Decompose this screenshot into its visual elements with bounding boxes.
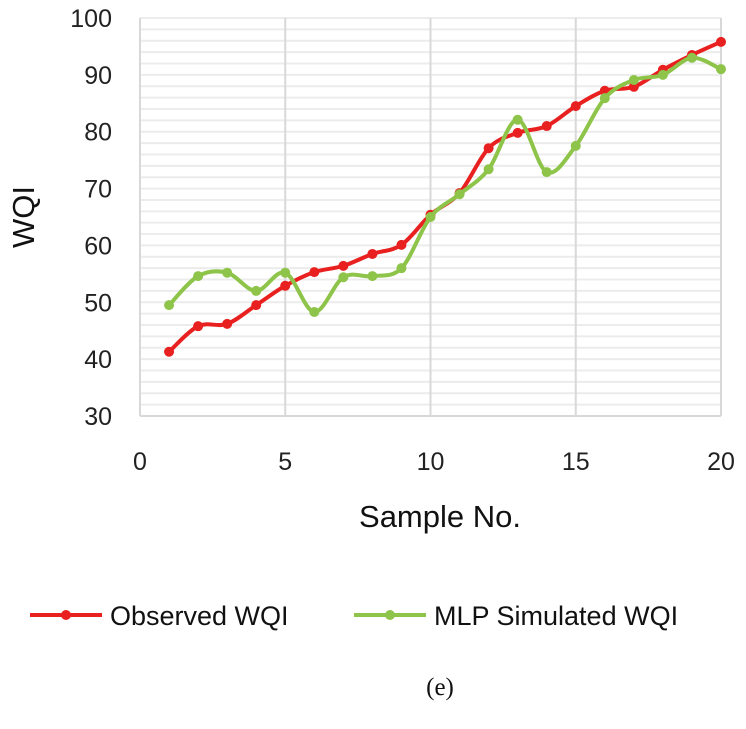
series-line	[167, 55, 722, 314]
data-point	[193, 321, 204, 332]
data-point	[512, 114, 523, 125]
legend-label-observed: Observed WQI	[110, 601, 289, 631]
data-point	[309, 267, 320, 278]
series-mlp-simulated	[164, 52, 726, 317]
data-point	[164, 346, 175, 357]
y-tick-label: 70	[84, 176, 112, 204]
legend-label-mlp: MLP Simulated WQI	[434, 601, 678, 631]
data-point	[396, 239, 407, 250]
y-axis-label: WQI	[6, 186, 41, 248]
legend-marker-observed	[61, 610, 71, 620]
data-point	[541, 121, 552, 132]
y-tick-label: 40	[84, 346, 112, 374]
data-point	[338, 260, 349, 271]
y-tick-label: 30	[84, 403, 112, 431]
data-point	[454, 189, 465, 200]
series-observed	[164, 36, 726, 357]
x-tick-label: 10	[417, 448, 445, 476]
data-point	[512, 127, 523, 138]
data-point	[570, 140, 581, 151]
data-point	[251, 300, 262, 311]
y-tick-label: 50	[84, 289, 112, 317]
data-point	[686, 52, 697, 63]
data-point	[280, 267, 291, 278]
x-tick-label: 15	[562, 448, 590, 476]
data-point	[367, 248, 378, 259]
legend-marker-mlp	[385, 610, 395, 620]
data-point	[193, 271, 204, 282]
data-point	[425, 212, 436, 222]
x-tick-label: 5	[278, 448, 292, 476]
data-point	[251, 285, 262, 296]
data-point	[541, 167, 552, 178]
grid	[139, 17, 722, 417]
data-point	[164, 300, 175, 311]
legend: Observed WQI MLP Simulated WQI	[30, 601, 678, 631]
data-point	[570, 101, 581, 112]
x-tick-label: 20	[707, 448, 735, 476]
y-tick-label: 80	[84, 119, 112, 147]
data-point	[338, 272, 349, 283]
data-point	[280, 280, 291, 291]
data-point	[483, 143, 494, 154]
data-point	[599, 93, 610, 104]
data-point	[716, 64, 726, 75]
x-ticks: 0 5 10 15 20	[133, 448, 735, 476]
figure-caption: (e)	[426, 674, 454, 701]
data-point	[483, 164, 494, 175]
data-point	[716, 36, 726, 47]
y-tick-label: 100	[70, 5, 112, 33]
y-tick-label: 90	[84, 62, 112, 90]
x-tick-label: 0	[133, 448, 147, 476]
data-point	[309, 306, 320, 317]
data-point	[628, 74, 639, 85]
data-point	[222, 267, 233, 278]
data-point	[657, 69, 668, 80]
data-point	[396, 263, 407, 274]
y-ticks: 30 40 50 60 70 80 90 100	[70, 5, 112, 431]
x-axis-label: Sample No.	[359, 499, 521, 534]
data-point	[367, 271, 378, 282]
y-tick-label: 60	[84, 232, 112, 260]
series-layer	[164, 36, 726, 357]
data-point	[222, 318, 233, 329]
